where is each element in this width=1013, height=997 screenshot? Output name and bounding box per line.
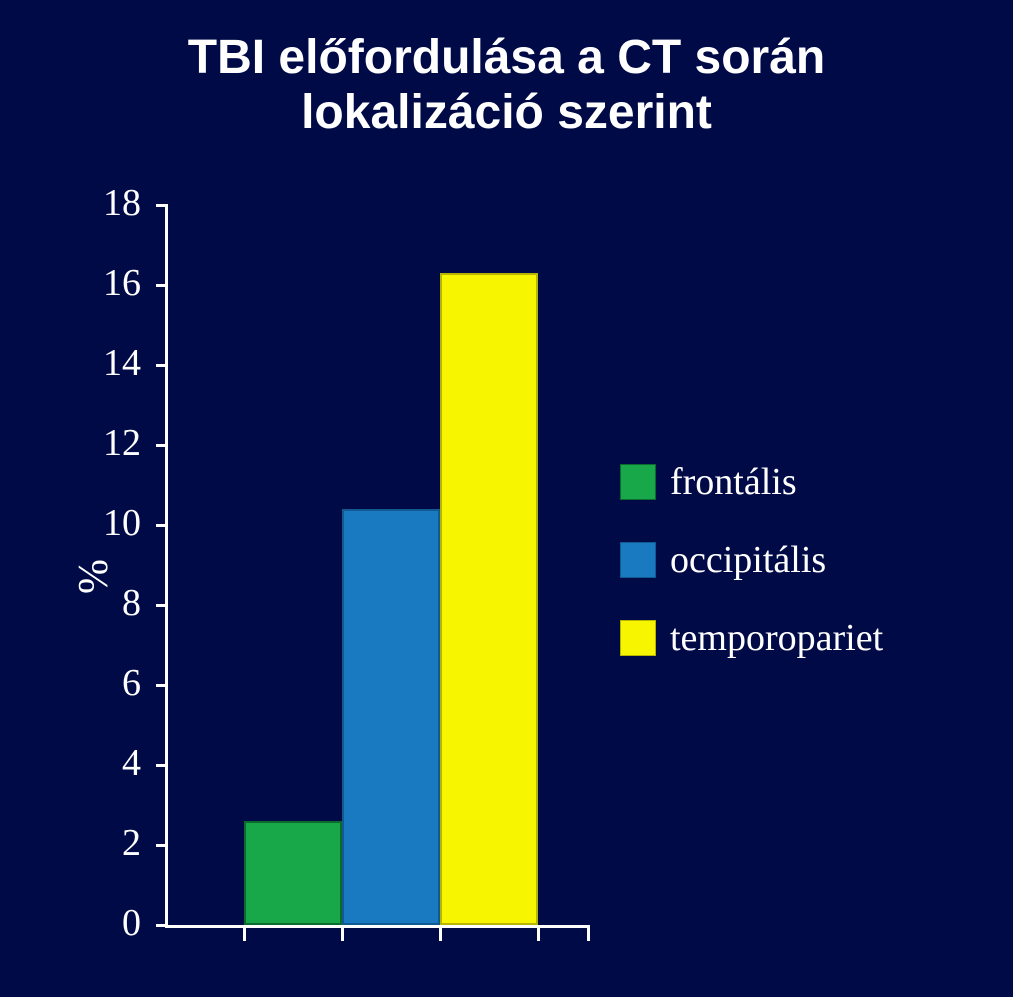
y-tick-label: 8	[83, 581, 141, 625]
y-tick	[156, 364, 168, 367]
y-tick	[156, 524, 168, 527]
y-tick	[156, 764, 168, 767]
y-tick	[156, 204, 168, 207]
bar-occipitális	[342, 509, 440, 925]
x-tick	[439, 925, 442, 941]
legend-swatch	[620, 464, 656, 500]
chart: % frontálisoccipitálistemporopariet 0246…	[60, 185, 960, 965]
y-tick	[156, 444, 168, 447]
x-tick	[537, 925, 540, 941]
y-tick	[156, 604, 168, 607]
y-tick-label: 0	[83, 901, 141, 945]
y-tick-label: 12	[83, 421, 141, 465]
y-tick-label: 6	[83, 661, 141, 705]
x-tick	[587, 925, 590, 941]
legend-swatch	[620, 620, 656, 656]
chart-title: TBI előfordulása a CT során lokalizáció …	[0, 30, 1013, 140]
y-tick	[156, 844, 168, 847]
y-tick-label: 10	[83, 501, 141, 545]
legend-item-occipitális: occipitális	[620, 538, 883, 582]
legend-item-frontális: frontális	[620, 460, 883, 504]
legend-swatch	[620, 542, 656, 578]
bar-frontális	[244, 821, 342, 925]
y-tick-label: 14	[83, 341, 141, 385]
legend: frontális occipitális temporopariet	[620, 460, 883, 694]
y-tick	[156, 284, 168, 287]
x-tick	[243, 925, 246, 941]
y-tick-label: 18	[83, 181, 141, 225]
y-tick	[156, 924, 168, 927]
bar-temporopariet	[440, 273, 538, 925]
x-tick	[341, 925, 344, 941]
plot-area	[165, 205, 588, 928]
slide: TBI előfordulása a CT során lokalizáció …	[0, 0, 1013, 997]
y-tick-label: 16	[83, 261, 141, 305]
y-tick	[156, 684, 168, 687]
legend-label: frontális	[670, 460, 797, 504]
legend-item-temporopariet: temporopariet	[620, 616, 883, 660]
legend-label: temporopariet	[670, 616, 883, 660]
legend-label: occipitális	[670, 538, 826, 582]
y-tick-label: 2	[83, 821, 141, 865]
y-tick-label: 4	[83, 741, 141, 785]
